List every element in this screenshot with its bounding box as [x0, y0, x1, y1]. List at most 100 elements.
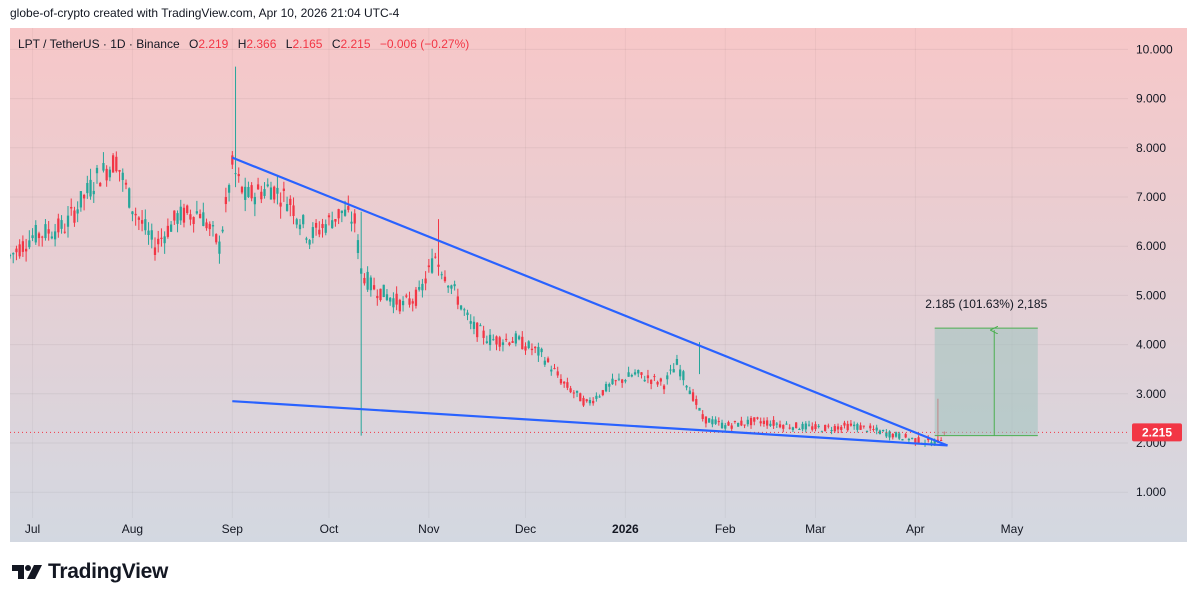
candle — [820, 430, 824, 433]
price-chart[interactable]: 2.185 (101.63%) 2,185 10.000 9.000 8.000 7.… — [10, 28, 1187, 542]
x-axis-tick-label: May — [1001, 522, 1024, 536]
candle — [756, 416, 759, 420]
y-axis-tick-label: 8.000 — [1136, 141, 1166, 155]
candle-body — [843, 422, 846, 426]
candle — [807, 420, 811, 427]
candle-body — [621, 379, 624, 383]
candle-body — [627, 372, 630, 377]
x-axis-tick-label: Sep — [222, 522, 244, 536]
candle-body — [47, 229, 50, 234]
candle-body — [865, 430, 869, 432]
candle-body — [727, 422, 730, 426]
candle-body — [324, 224, 327, 233]
candle-body — [437, 264, 440, 267]
candle — [495, 335, 498, 351]
candle — [124, 179, 128, 190]
candle-body — [827, 425, 830, 427]
candle — [653, 373, 656, 382]
candle-body — [211, 225, 215, 227]
candle-body — [266, 184, 269, 187]
candle-body — [849, 423, 853, 426]
candle — [372, 277, 376, 291]
candle-body — [137, 217, 141, 220]
candle — [698, 342, 701, 411]
candle — [688, 386, 691, 395]
symbol-name[interactable]: LPT / TetherUS · 1D · Binance — [18, 37, 180, 51]
candle — [640, 372, 643, 379]
candle — [485, 335, 488, 344]
candle — [537, 342, 540, 362]
candle — [546, 356, 550, 363]
candle — [894, 431, 898, 438]
candle-body — [582, 397, 585, 406]
candle — [389, 297, 392, 306]
candle — [240, 185, 244, 195]
trendline-lower-support[interactable] — [232, 400, 948, 447]
measure-box[interactable] — [934, 328, 1038, 436]
candle-body — [875, 427, 878, 431]
candle-body — [289, 198, 292, 205]
tradingview-logo[interactable]: TradingView — [12, 560, 168, 584]
candle-body — [302, 215, 305, 225]
candle-body — [231, 155, 234, 165]
candle — [50, 231, 54, 240]
candle-body — [285, 204, 289, 211]
candle-body — [737, 423, 740, 427]
candle-body — [434, 256, 437, 258]
chart-area[interactable]: 2.185 (101.63%) 2,185 10.000 9.000 8.000 7.… — [10, 28, 1187, 542]
tradingview-logo-text: TradingView — [48, 560, 169, 583]
candle — [656, 380, 659, 387]
candle — [527, 340, 530, 350]
candle — [337, 208, 340, 225]
candle-body — [234, 173, 237, 175]
candle-body — [195, 211, 198, 214]
candle-body — [540, 348, 543, 353]
candle — [208, 221, 211, 237]
candle-body — [218, 241, 221, 254]
candle-body — [401, 300, 405, 306]
candle-body — [372, 285, 376, 290]
candle-body — [537, 346, 540, 356]
candle — [472, 316, 476, 335]
candle — [421, 278, 424, 298]
candle-body — [28, 240, 31, 248]
candle-body — [273, 186, 276, 200]
drawings-group[interactable]: 2.185 (101.63%) 2,185 — [10, 156, 1128, 447]
candle-body — [205, 222, 208, 229]
candle-body — [50, 236, 54, 239]
candle-body — [650, 379, 653, 384]
candle — [89, 168, 92, 200]
candle — [772, 416, 775, 429]
candle — [227, 183, 231, 202]
trendline-upper-resistance[interactable] — [231, 156, 948, 447]
candle — [424, 271, 427, 291]
candle-body — [798, 429, 801, 431]
candle — [192, 216, 195, 233]
candle-body — [186, 205, 189, 214]
candle-body — [601, 390, 604, 396]
candle-body — [505, 338, 508, 340]
candle — [331, 211, 334, 229]
y-axis-tick-label: 7.000 — [1136, 190, 1166, 204]
candle-body — [41, 236, 44, 238]
candle — [363, 273, 366, 286]
candle — [21, 235, 25, 257]
candle — [305, 236, 308, 244]
candle-body — [624, 380, 627, 382]
candle — [169, 221, 173, 232]
candle-body — [579, 393, 582, 402]
candle — [24, 238, 28, 262]
candle-body — [714, 419, 717, 424]
candle — [263, 182, 266, 199]
candle — [624, 378, 627, 384]
candle-body — [466, 312, 469, 316]
candle-body — [495, 336, 498, 345]
candle-body — [405, 295, 408, 297]
candle — [115, 151, 118, 173]
candle — [862, 425, 865, 429]
candle-body — [369, 277, 372, 291]
candle — [727, 420, 730, 426]
candle — [585, 398, 588, 403]
candle-body — [479, 325, 482, 327]
candle — [836, 423, 840, 434]
